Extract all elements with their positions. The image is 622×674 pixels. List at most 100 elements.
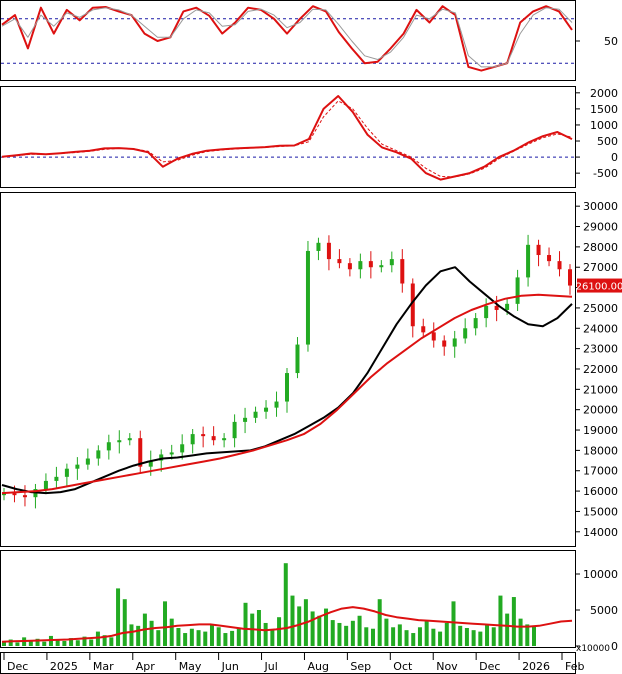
volume-bar — [8, 639, 13, 646]
volume-bar — [444, 622, 449, 646]
price-candle-body — [96, 450, 101, 459]
volume-bar — [391, 627, 396, 646]
volume-tick-label: 0 — [611, 640, 618, 653]
volume-bar — [270, 630, 275, 646]
price-candle-body — [431, 332, 436, 341]
price-candle-body — [201, 434, 206, 437]
price-candle-body — [347, 263, 352, 270]
volume-bar — [464, 628, 469, 646]
date-tick-label: Aug — [307, 660, 328, 673]
volume-bar — [491, 627, 496, 646]
price-candle-body — [326, 242, 331, 260]
macd-tick-label: 2000 — [590, 87, 618, 100]
panel-frames — [0, 0, 576, 674]
volume-bar — [438, 631, 443, 646]
date-tick-label: Mar — [93, 660, 114, 673]
price-candle-body — [54, 476, 59, 481]
stochastic-tick-label: 50 — [604, 35, 618, 48]
price-candle-body — [190, 434, 195, 445]
volume-bar — [136, 625, 141, 646]
price-tick-label: 22000 — [583, 363, 618, 376]
stochastic-d-line — [1, 7, 573, 68]
price-candle-body — [400, 259, 405, 284]
volume-bar — [397, 624, 402, 646]
price-candle-body — [473, 318, 478, 329]
price-candle-body — [484, 305, 489, 319]
indicator-lines — [1, 5, 573, 643]
price-candle-body — [148, 460, 153, 467]
volume-bars — [2, 563, 536, 646]
price-candle-body — [568, 269, 572, 286]
price-tick-label: 21000 — [583, 383, 618, 396]
price-tick-label: 29000 — [583, 221, 618, 234]
volume-bar — [370, 628, 375, 646]
price-candle-body — [274, 401, 279, 408]
price-candle-body — [463, 328, 468, 339]
volume-bar — [297, 606, 302, 646]
volume-bar — [2, 641, 6, 646]
volume-bar — [511, 597, 516, 646]
volume-bar — [129, 624, 134, 646]
price-candle-body — [295, 344, 300, 374]
price-candle-body — [159, 454, 164, 461]
volume-bar — [69, 638, 74, 646]
volume-bar — [28, 640, 33, 646]
price-tick-label: 16000 — [583, 485, 618, 498]
date-tick-label: Nov — [436, 660, 458, 673]
date-tick-label: Sep — [350, 660, 371, 673]
price-candle-body — [452, 338, 457, 347]
date-tick-label: 2025 — [50, 660, 78, 673]
price-candle-body — [515, 277, 520, 304]
price-tick-label: 25000 — [583, 302, 618, 315]
volume-bar — [116, 588, 121, 646]
price-tick-label: 18000 — [583, 444, 618, 457]
volume-bar — [183, 633, 188, 646]
volume-bar — [404, 630, 409, 646]
volume-bar — [109, 637, 114, 646]
date-tick-label: Feb — [565, 660, 584, 673]
volume-bar — [384, 618, 389, 646]
volume-bar — [290, 595, 295, 646]
price-candle-body — [243, 417, 248, 422]
volume-bar — [209, 624, 214, 646]
price-candle-body — [526, 244, 531, 278]
volume-bar — [324, 608, 329, 646]
volume-bar — [451, 601, 456, 646]
price-candle-body — [211, 436, 216, 441]
date-tick-label: 2026 — [522, 660, 550, 673]
price-candle-body — [305, 250, 310, 345]
volume-bar — [411, 633, 416, 646]
volume-bar — [149, 620, 154, 646]
volume-bar — [283, 563, 288, 646]
date-tick-label: Oct — [393, 660, 413, 673]
price-candle-body — [12, 493, 17, 496]
volume-ma-line — [1, 606, 573, 643]
price-candle-body — [264, 407, 269, 412]
price-candle-body — [337, 259, 342, 264]
price-tick-label: 17000 — [583, 465, 618, 478]
volume-bar — [498, 595, 503, 646]
price-candle-body — [106, 442, 111, 451]
price-tick-label: 30000 — [583, 200, 618, 213]
volume-bar — [431, 628, 436, 646]
price-tick-label: 19000 — [583, 424, 618, 437]
volume-bar — [485, 624, 490, 646]
volume-bar — [163, 601, 168, 646]
volume-bar — [424, 621, 429, 646]
last-price-tag-label: 26100.00 — [576, 282, 622, 293]
last-price-tag: 26100.00 — [576, 278, 622, 293]
price-candle-body — [389, 259, 394, 266]
volume-bar — [532, 625, 536, 646]
price-candle-body — [232, 421, 237, 439]
price-candle-body — [75, 464, 80, 469]
volume-bar — [196, 630, 201, 646]
volume-bar — [223, 633, 228, 646]
price-tick-label: 20000 — [583, 404, 618, 417]
volume-bar — [525, 624, 530, 646]
price-tick-label: 14000 — [583, 526, 618, 539]
volume-bar — [478, 631, 483, 646]
price-candle-body — [557, 261, 562, 270]
price-candle-body — [253, 411, 258, 418]
volume-bar — [15, 642, 20, 646]
